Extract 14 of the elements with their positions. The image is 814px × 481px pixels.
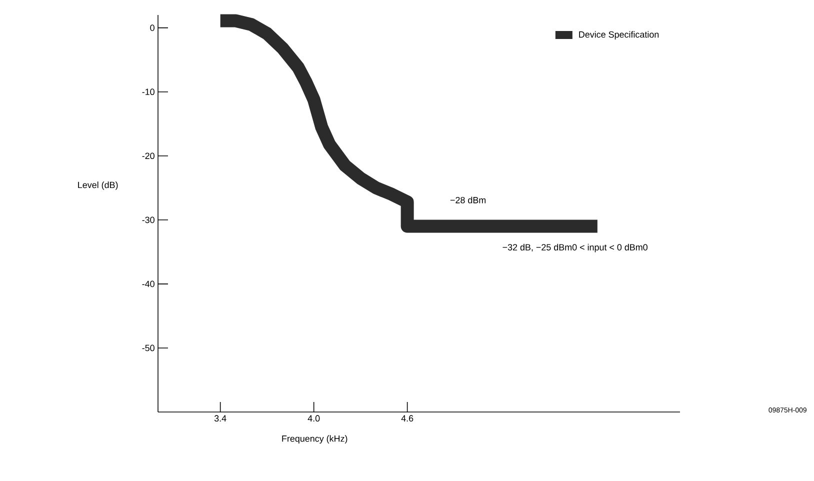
y-tick-label: 0 bbox=[150, 24, 154, 31]
y-tick-label: -40 bbox=[142, 280, 154, 288]
y-axis-title: Level (dB) bbox=[78, 182, 118, 190]
x-tick-label: 4.0 bbox=[308, 415, 320, 422]
y-tick-label: -10 bbox=[142, 88, 154, 96]
y-tick-label: -20 bbox=[142, 152, 154, 160]
legend-label: Device Specification bbox=[579, 31, 659, 40]
y-tick-label: -50 bbox=[142, 344, 154, 352]
y-tick-label: -30 bbox=[142, 216, 154, 224]
x-tick-label: 4.6 bbox=[401, 415, 414, 422]
x-axis-title: Frequency (kHz) bbox=[282, 435, 348, 444]
annotation: −28 dBm bbox=[450, 196, 486, 204]
x-tick-label: 3.4 bbox=[214, 415, 226, 422]
annotation: −32 dB, −25 dBm0 < input < 0 dBm0 bbox=[502, 244, 648, 252]
